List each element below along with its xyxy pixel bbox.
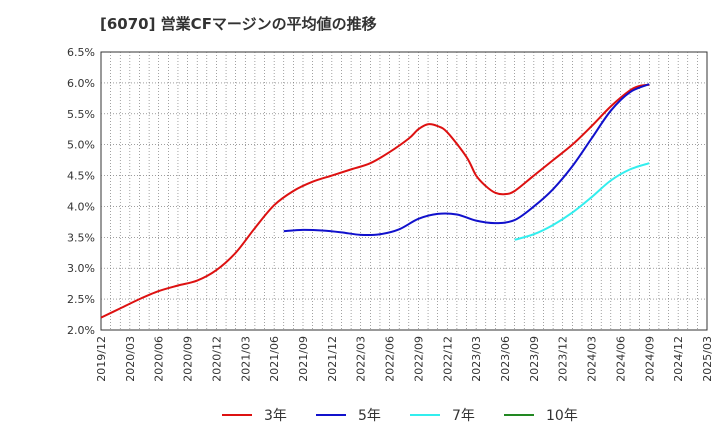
x-tick-label: 2022/12 xyxy=(441,336,454,382)
x-tick-label: 2023/09 xyxy=(528,336,541,382)
y-tick-label: 6.0% xyxy=(67,77,95,90)
x-tick-label: 2022/06 xyxy=(384,336,397,382)
y-tick-label: 3.0% xyxy=(67,262,95,275)
series-line-2 xyxy=(283,83,650,237)
legend-label-4: 10年 xyxy=(546,408,578,424)
x-tick-label: 2021/06 xyxy=(268,336,281,382)
y-tick-label: 4.5% xyxy=(67,170,95,183)
x-tick-label: 2024/12 xyxy=(672,336,685,382)
x-tick-label: 2020/06 xyxy=(153,336,166,382)
x-tick-label: 2021/12 xyxy=(326,336,339,382)
x-tick-label: 2021/03 xyxy=(239,336,252,382)
x-tick-label: 2024/09 xyxy=(643,336,656,382)
series-line-3 xyxy=(514,162,650,241)
y-tick-label: 5.5% xyxy=(67,108,95,121)
x-tick-label: 2024/03 xyxy=(586,336,599,382)
y-tick-label: 4.0% xyxy=(67,200,95,213)
x-tick-label: 2023/03 xyxy=(470,336,483,382)
x-tick-label: 2020/09 xyxy=(182,336,195,382)
x-tick-label: 2019/12 xyxy=(95,336,108,382)
series-line-1 xyxy=(100,83,650,319)
x-tick-label: 2024/06 xyxy=(614,336,627,382)
x-tick-label: 2020/12 xyxy=(210,336,223,382)
legend-label-2: 5年 xyxy=(358,408,381,424)
legend-label-3: 7年 xyxy=(452,408,475,424)
x-tick-label: 2023/06 xyxy=(499,336,512,382)
x-tick-label: 2022/03 xyxy=(355,336,368,382)
plot-area xyxy=(100,51,708,331)
x-tick-label: 2022/09 xyxy=(412,336,425,382)
x-tick-label: 2025/03 xyxy=(701,336,714,382)
y-tick-label: 5.0% xyxy=(67,139,95,152)
chart-title: [6070] 営業CFマージンの平均値の推移 xyxy=(100,15,377,33)
x-tick-label: 2023/12 xyxy=(557,336,570,382)
x-tick-label: 2021/09 xyxy=(297,336,310,382)
legend-label-1: 3年 xyxy=(264,408,287,424)
x-tick-label: 2020/03 xyxy=(124,336,137,382)
y-tick-label: 6.5% xyxy=(67,46,95,59)
y-tick-label: 2.0% xyxy=(67,324,95,337)
y-tick-label: 3.5% xyxy=(67,231,95,244)
y-tick-label: 2.5% xyxy=(67,293,95,306)
